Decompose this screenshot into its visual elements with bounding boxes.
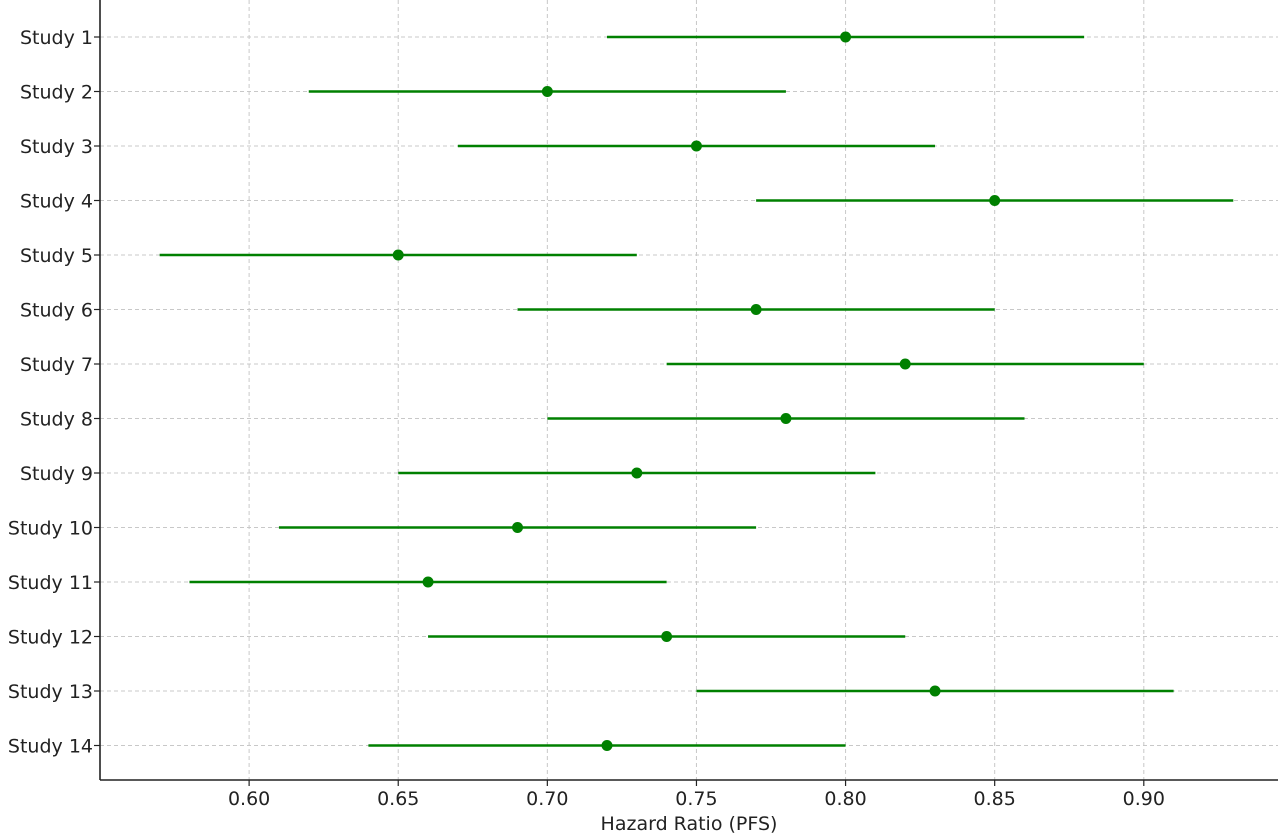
- hazard-ratio-point: [750, 304, 762, 315]
- x-tick-label: 0.90: [1123, 788, 1165, 810]
- study-label: Study 11: [8, 572, 93, 594]
- x-tick-label: 0.75: [675, 788, 717, 810]
- hazard-ratio-point: [392, 249, 404, 261]
- grid-layer: [100, 0, 1278, 780]
- x-tick-labels: 0.60 0.65 0.70 0.75 0.80 0.85 0.90: [228, 788, 1165, 810]
- hazard-ratio-point: [780, 413, 792, 424]
- study-label: Study 6: [20, 300, 93, 322]
- study-label: Study 1: [20, 27, 93, 49]
- study-labels: Study 1 Study 2 Study 3 Study 4 Study 5 Study…: [8, 27, 93, 758]
- study-label: Study 9: [20, 463, 93, 485]
- study-label: Study 12: [8, 627, 93, 649]
- hazard-ratio-point: [929, 685, 941, 697]
- study-label: Study 5: [20, 245, 93, 267]
- x-tick-label: 0.70: [526, 788, 568, 810]
- hazard-ratio-point: [661, 631, 673, 642]
- hazard-ratio-point: [631, 467, 643, 479]
- hazard-ratio-point: [690, 140, 702, 152]
- x-tick-label: 0.85: [974, 788, 1016, 810]
- hazard-ratio-point: [512, 522, 524, 533]
- study-label: Study 7: [20, 354, 93, 376]
- axis-layer: [94, 0, 1278, 786]
- hazard-ratio-point: [541, 86, 553, 97]
- x-tick-label: 0.65: [377, 788, 419, 810]
- x-tick-label: 0.80: [824, 788, 866, 810]
- study-label: Study 10: [8, 518, 93, 540]
- study-label: Study 2: [20, 82, 93, 104]
- study-label: Study 3: [20, 136, 93, 158]
- study-label: Study 14: [8, 736, 93, 758]
- hazard-ratio-point: [422, 576, 434, 588]
- hazard-ratio-point: [601, 740, 613, 751]
- x-axis-title: Hazard Ratio (PFS): [601, 813, 778, 834]
- hazard-ratio-point: [840, 31, 852, 43]
- study-label: Study 8: [20, 409, 93, 431]
- study-label: Study 13: [8, 681, 93, 703]
- x-tick-label: 0.60: [228, 788, 270, 810]
- hazard-ratio-point: [989, 195, 1001, 206]
- study-label: Study 4: [20, 191, 93, 213]
- hazard-ratio-point: [899, 358, 911, 370]
- study-marks: [159, 31, 1234, 751]
